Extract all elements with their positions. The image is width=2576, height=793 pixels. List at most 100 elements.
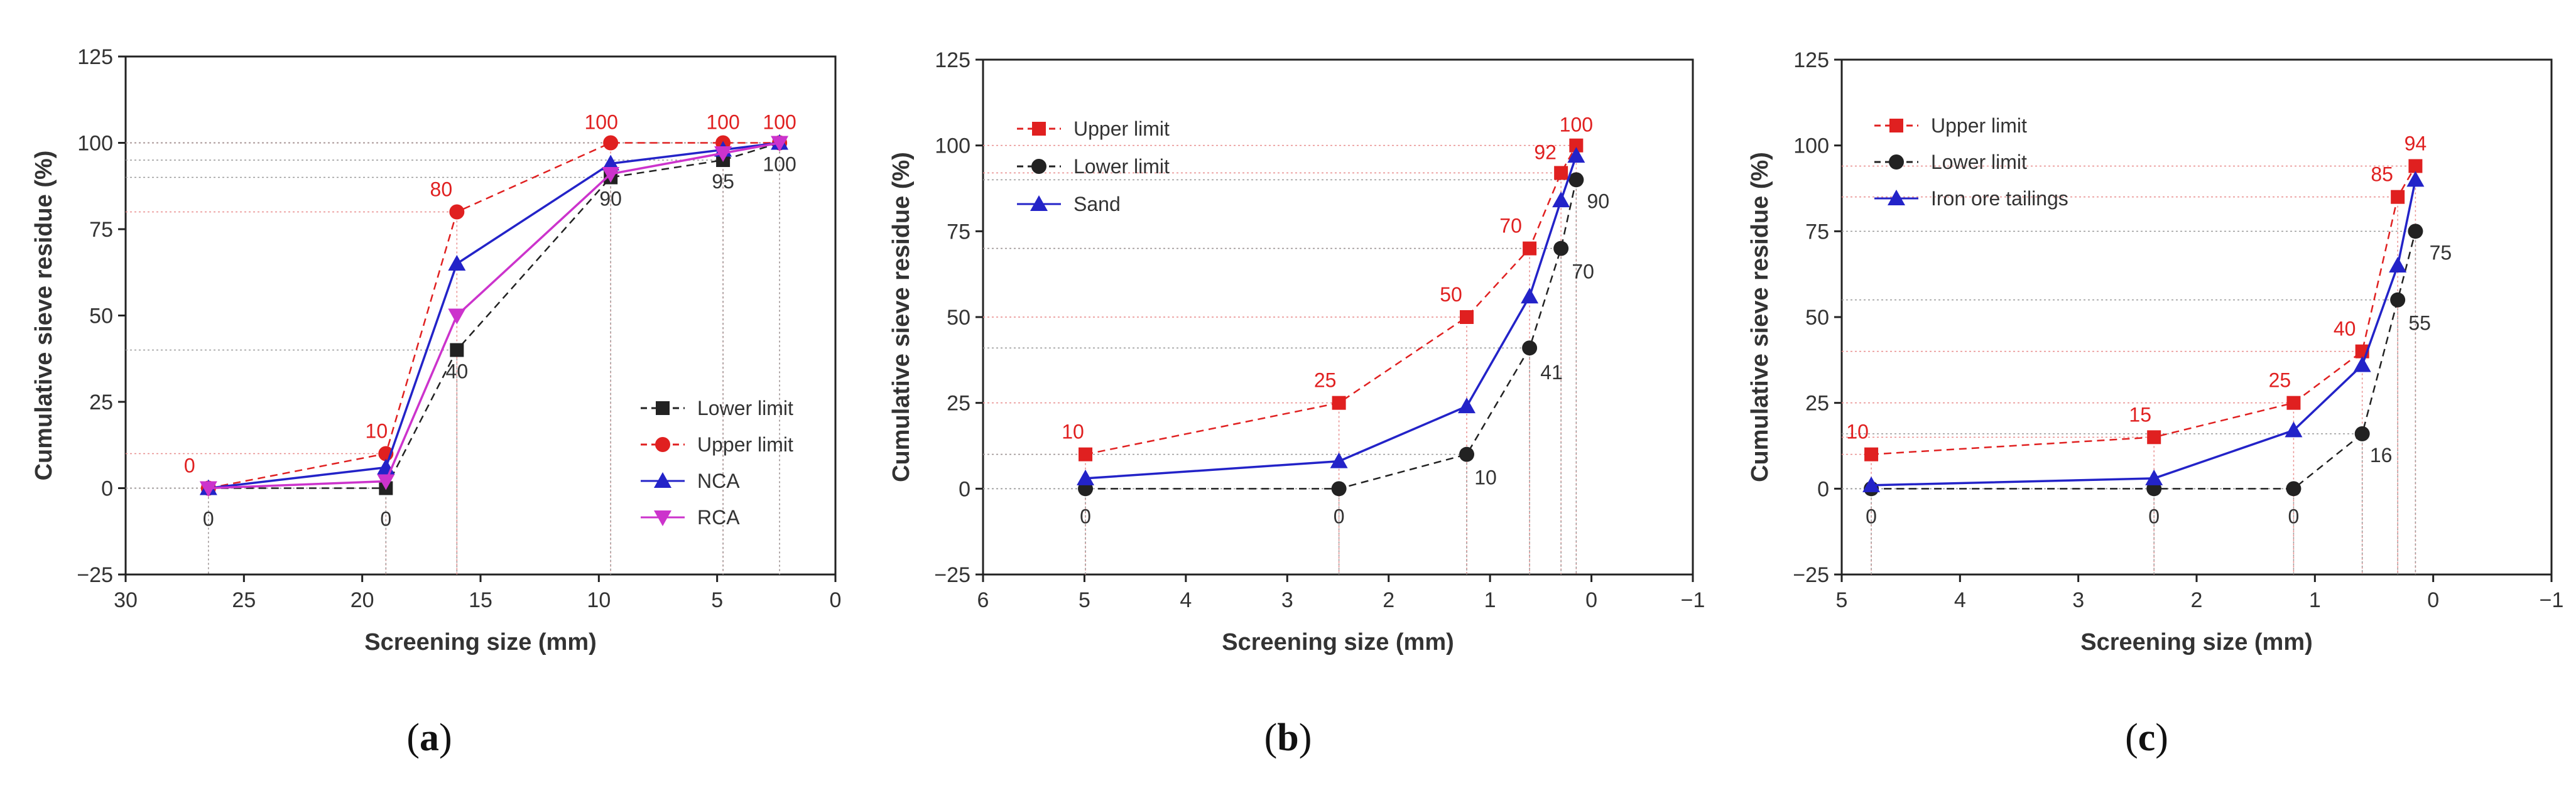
legend-swatch-marker xyxy=(1030,195,1048,211)
data-point xyxy=(448,255,466,271)
series-lower-limit-c xyxy=(1864,224,2423,497)
x-tick-label: 0 xyxy=(830,588,842,612)
data-label-lower: 0 xyxy=(380,508,391,531)
panel-label-c: c xyxy=(2138,716,2156,759)
data-point xyxy=(1522,340,1538,356)
legend-label: Lower limit xyxy=(1931,151,2027,173)
x-tick-label: 30 xyxy=(114,588,138,612)
y-tick-label: 0 xyxy=(1817,477,1829,501)
legend-swatch-marker xyxy=(654,510,671,526)
series-line xyxy=(1871,231,2416,490)
data-point xyxy=(1079,447,1093,461)
data-label-upper: 94 xyxy=(2405,132,2427,154)
data-label-lower: 90 xyxy=(1587,190,1610,212)
data-point xyxy=(449,204,465,220)
data-label-lower: 0 xyxy=(1866,505,1877,527)
data-point xyxy=(2408,159,2423,173)
data-point xyxy=(448,308,466,325)
data-point xyxy=(2389,257,2407,272)
data-label-lower: 70 xyxy=(1572,261,1594,283)
data-point xyxy=(1459,446,1475,462)
series-line xyxy=(208,141,780,490)
legend-swatch-marker xyxy=(1888,190,1905,205)
data-point xyxy=(1330,452,1348,468)
data-point xyxy=(199,481,217,497)
data-label-upper: 10 xyxy=(366,420,388,443)
legend-swatch-marker xyxy=(656,401,670,415)
data-point xyxy=(1864,447,1879,461)
data-point xyxy=(771,136,789,152)
legend-label: Sand xyxy=(1073,193,1121,215)
data-point xyxy=(377,474,395,490)
reference-lines-a xyxy=(126,142,780,575)
data-label-lower: 0 xyxy=(1080,505,1091,527)
data-point xyxy=(1862,476,1881,492)
legend-swatch-marker xyxy=(1032,122,1046,136)
x-tick-label: 10 xyxy=(587,588,611,612)
data-point xyxy=(1568,172,1584,188)
series-line xyxy=(1871,179,2417,487)
x-tick-label: −1 xyxy=(1681,588,1705,612)
x-tick-label: 25 xyxy=(232,588,256,612)
y-axis-title: Cumulative sieve residue (%) xyxy=(31,151,57,481)
data-label-upper: 25 xyxy=(1314,369,1337,392)
data-label-lower: 40 xyxy=(446,360,469,383)
y-tick-label: 50 xyxy=(89,305,113,328)
series-iron-ore-tailings-c xyxy=(1862,171,2425,492)
data-point xyxy=(1332,396,1346,410)
x-tick-label: 1 xyxy=(2309,588,2321,612)
data-label-upper: 10 xyxy=(1062,421,1084,443)
plot-frame-c xyxy=(1840,58,2553,576)
data-point xyxy=(2286,396,2301,410)
series-line xyxy=(1085,155,1578,480)
y-tick-label: 75 xyxy=(947,220,970,244)
legend-b: Upper limit Lower limit Sand xyxy=(1017,117,1170,215)
reference-lines-c xyxy=(1842,165,2416,575)
data-label-lower: 10 xyxy=(1474,467,1497,489)
data-point xyxy=(603,135,619,151)
legend-swatch-marker xyxy=(1889,119,1903,132)
legend-label: Lower limit xyxy=(1073,155,1170,178)
data-labels-a: 0 10 80 100 100 100 0 0 40 90 95 100 xyxy=(184,111,796,531)
data-point xyxy=(2408,224,2423,239)
legend-label: Upper limit xyxy=(697,433,793,456)
y-tick-label: −25 xyxy=(77,563,113,587)
legend-c: Upper limit Lower limit Iron ore tailings xyxy=(1874,114,2068,210)
data-point xyxy=(2391,190,2405,204)
chart-panel-b: 6 5 4 3 2 1 0 −1 −25 0 25 50 75 100 125 Screening size … xyxy=(859,0,1717,793)
y-tick-label: 100 xyxy=(1793,134,1829,158)
x-tick-label: 4 xyxy=(1954,588,1966,612)
data-point xyxy=(602,154,620,171)
data-point xyxy=(2390,292,2406,308)
data-labels-c: 10 15 25 40 85 94 0 0 0 16 55 75 xyxy=(1846,132,2452,527)
data-point xyxy=(2354,426,2370,441)
legend-label: RCA xyxy=(697,506,740,529)
legend-label: Lower limit xyxy=(697,397,793,419)
y-tick-label: 125 xyxy=(77,45,113,69)
legend-swatch-marker xyxy=(655,437,670,452)
data-label-upper: 80 xyxy=(430,178,453,201)
data-label-lower: 95 xyxy=(712,170,734,193)
data-point xyxy=(2285,421,2303,438)
data-label-lower: 0 xyxy=(203,508,214,531)
data-point xyxy=(2147,430,2161,445)
panel-label-b: b xyxy=(1277,716,1299,759)
y-tick-label: 0 xyxy=(959,477,970,501)
legend-swatch-marker xyxy=(1031,159,1046,174)
data-label-lower: 0 xyxy=(2288,505,2300,527)
legend-swatch-marker xyxy=(654,472,671,488)
data-point xyxy=(450,343,464,357)
chart-panel-c: 5 4 3 2 1 0 −1 −25 0 25 50 75 100 125 Screening size (… xyxy=(1717,0,2576,793)
x-tick-label: 5 xyxy=(1079,588,1090,612)
x-tick-label: 3 xyxy=(1281,588,1293,612)
y-axis-title: Cumulative sieve residue (%) xyxy=(1747,152,1773,482)
data-point xyxy=(2406,171,2425,187)
series-line xyxy=(208,141,780,490)
data-point xyxy=(1552,192,1570,208)
panel-caption-c: (c) xyxy=(2125,716,2168,759)
data-label-upper: 92 xyxy=(1534,141,1557,163)
